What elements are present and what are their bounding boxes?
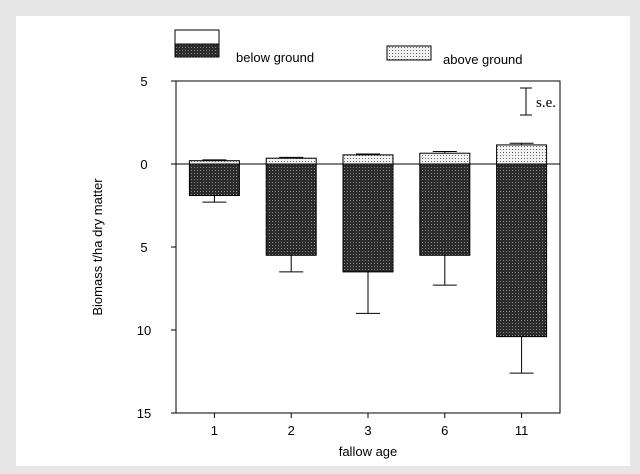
legend-swatch-below-ground [174,43,220,58]
legend-label-above-ground: above ground [443,52,523,67]
bar-above-ground [265,157,317,165]
bar-below-ground [188,163,240,197]
y-tick-label: 5 [140,74,147,89]
y-tick-label: 0 [140,157,147,172]
x-tick-label: 6 [441,423,448,438]
x-tick-label: 3 [364,423,371,438]
se-annotation-label: s.e. [536,95,556,111]
y-axis-label: Biomass t/ha dry matter [90,178,105,316]
legend-label-below-ground: below ground [236,50,314,65]
bar-below-ground [496,163,548,338]
bar-below-ground [419,163,471,256]
x-axis-label: fallow age [339,444,398,459]
y-tick-label: 5 [140,240,147,255]
bar-above-ground [342,154,394,165]
bar-above-ground [419,152,471,165]
se-annotation: s.e. [520,87,556,116]
y-tick-label: 15 [137,406,151,421]
x-tick-label: 1 [211,423,218,438]
x-tick-label: 11 [515,423,529,438]
chart-frame: 1 2 3 6 11 5 0 5 10 15 below ground above ground … [16,16,630,466]
y-tick-label: 10 [137,323,151,338]
bar-above-ground [496,144,548,165]
bar-below-ground [265,163,317,256]
legend-swatch-open [174,29,220,45]
x-tick-label: 2 [288,423,295,438]
legend-swatch-above-ground [386,45,432,61]
bar-below-ground [342,163,394,273]
legend: below ground above ground [174,29,523,67]
